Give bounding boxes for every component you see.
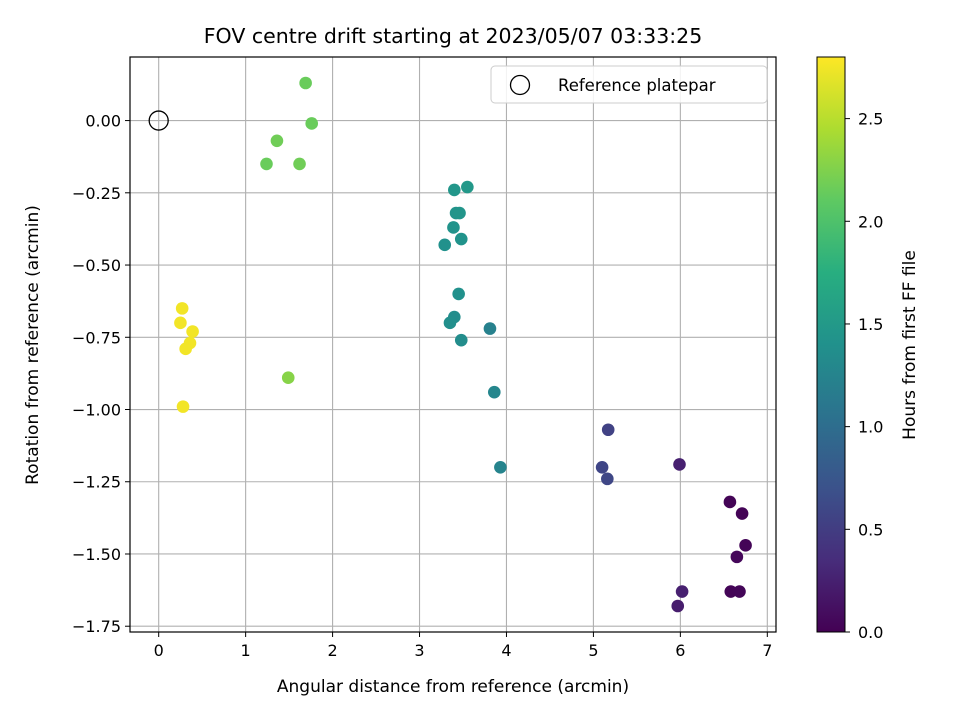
data-point — [452, 287, 465, 301]
data-point — [483, 322, 497, 335]
data-point — [293, 157, 306, 171]
chart-title: FOV centre drift starting at 2023/05/07 … — [204, 24, 703, 48]
colorbar-ticks: 0.0 0.5 1.0 1.5 2.0 2.5 — [845, 110, 883, 642]
data-point — [299, 76, 312, 90]
data-point — [671, 599, 685, 613]
data-point — [186, 325, 199, 338]
data-point — [305, 117, 319, 130]
data-point — [735, 507, 749, 520]
data-point — [730, 550, 744, 564]
data-point — [453, 206, 466, 220]
data-point — [443, 316, 457, 330]
legend-label-reference: Reference platepar — [558, 76, 716, 95]
data-point — [260, 157, 273, 171]
x-axis-label: Angular distance from reference (arcmin) — [277, 677, 629, 697]
reference-point — [148, 110, 169, 131]
y-axis-label: Rotation from reference (arcmin) — [23, 205, 43, 485]
data-point — [447, 221, 460, 234]
data-point — [675, 585, 689, 598]
x-tick-label: 6 — [675, 641, 685, 660]
y-tick-label: −0.25 — [72, 184, 121, 203]
data-point — [739, 539, 752, 552]
data-point — [601, 423, 615, 437]
data-point — [454, 232, 468, 246]
colorbar-tick-label: 1.5 — [858, 315, 883, 334]
x-tick-label: 1 — [241, 641, 251, 660]
x-tick-label: 7 — [762, 641, 772, 660]
legend-marker-reference — [509, 74, 531, 96]
data-point — [595, 461, 609, 474]
data-point — [454, 333, 468, 347]
y-tick-label: −1.00 — [72, 401, 121, 420]
data-point — [438, 238, 452, 252]
y-tick-label: −1.25 — [72, 473, 121, 492]
colorbar: 0.0 0.5 1.0 1.5 2.0 2.5 Hours from first FF f… — [816, 56, 920, 642]
data-point — [733, 585, 746, 598]
colorbar-gradient — [816, 56, 846, 633]
data-point — [601, 472, 614, 486]
colorbar-tick-label: 0.5 — [858, 520, 883, 539]
x-tick-label: 4 — [501, 641, 511, 660]
colorbar-tick-label: 0.0 — [858, 623, 883, 642]
y-tick-label: 0.00 — [85, 112, 121, 131]
data-point — [176, 400, 190, 413]
x-tick-label: 3 — [414, 641, 424, 660]
grid-lines — [130, 57, 776, 632]
data-point — [494, 461, 507, 474]
data-point — [723, 495, 737, 509]
data-point — [270, 134, 284, 148]
y-tick-label: −0.50 — [72, 256, 121, 275]
colorbar-tick-label: 1.0 — [858, 418, 883, 437]
data-point — [281, 371, 295, 385]
x-tick-label: 5 — [588, 641, 598, 660]
colorbar-tick-label: 2.5 — [858, 110, 883, 129]
y-tick-label: −1.75 — [72, 617, 121, 636]
colorbar-tick-label: 2.0 — [858, 212, 883, 231]
x-tick-label: 0 — [154, 641, 164, 660]
colorbar-label: Hours from first FF file — [900, 250, 920, 440]
y-axis-ticks: 0.00 −0.25 −0.50 −0.75 −1.00 −1.25 −1.50 −1.75 — [72, 112, 130, 636]
x-axis-ticks: 0 1 2 3 4 5 6 7 — [154, 632, 772, 660]
legend: Reference platepar — [490, 65, 768, 104]
data-point — [487, 385, 501, 399]
data-point — [724, 585, 738, 598]
legend-box — [490, 65, 768, 104]
y-tick-label: −0.75 — [72, 328, 121, 347]
data-point — [179, 342, 192, 356]
y-tick-label: −1.50 — [72, 545, 121, 564]
plot-frame — [129, 56, 777, 633]
data-point — [174, 316, 187, 330]
data-point — [448, 183, 461, 197]
data-point — [673, 458, 686, 471]
data-points — [148, 76, 752, 613]
data-point — [461, 180, 474, 194]
x-tick-label: 2 — [327, 641, 337, 660]
data-point — [175, 302, 189, 315]
